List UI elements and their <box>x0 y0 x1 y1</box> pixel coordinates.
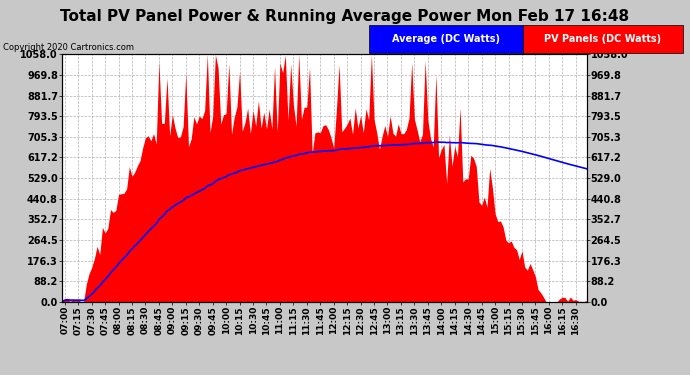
Text: PV Panels (DC Watts): PV Panels (DC Watts) <box>544 34 662 44</box>
Bar <box>523 25 683 53</box>
Text: Copyright 2020 Cartronics.com: Copyright 2020 Cartronics.com <box>3 43 135 52</box>
Bar <box>369 25 523 53</box>
Text: Total PV Panel Power & Running Average Power Mon Feb 17 16:48: Total PV Panel Power & Running Average P… <box>61 9 629 24</box>
Text: Average (DC Watts): Average (DC Watts) <box>392 34 500 44</box>
